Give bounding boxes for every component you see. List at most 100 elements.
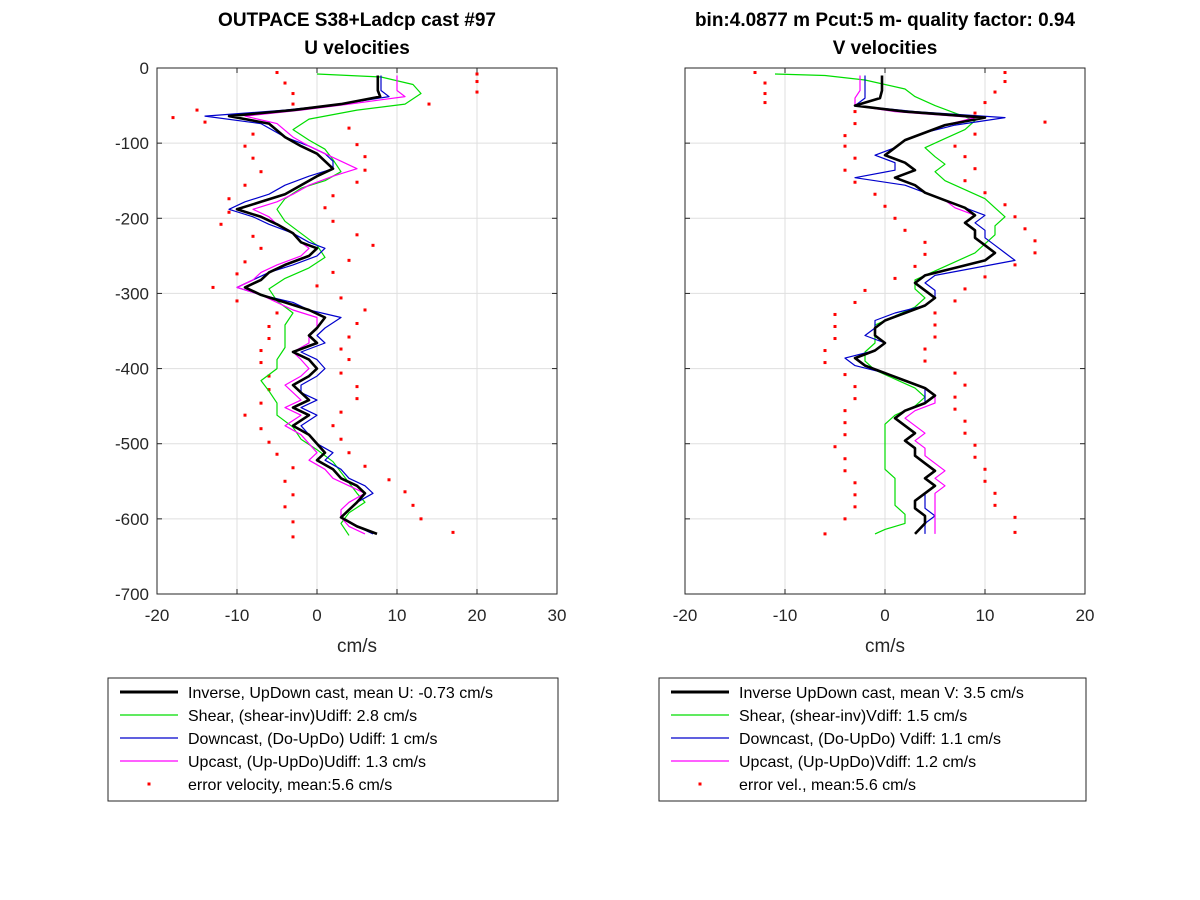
error-velocity-point [1013, 515, 1017, 519]
y-tick-label: -400 [115, 360, 149, 379]
error-velocity-point [843, 421, 847, 425]
error-velocity-point [833, 324, 837, 328]
error-velocity-point [963, 179, 967, 183]
axes-box [156, 67, 558, 595]
x-tick-label: 10 [976, 606, 995, 625]
legend-entry: Shear, (shear-inv)Udiff: 2.8 cm/s [188, 708, 417, 725]
error-velocity-point [347, 335, 351, 339]
error-velocity-point [291, 466, 295, 470]
error-velocity-point [993, 90, 997, 94]
x-tick-label: 0 [880, 606, 889, 625]
error-velocity-point [963, 431, 967, 435]
y-tick-label: -600 [115, 510, 149, 529]
x-tick-label: -10 [225, 606, 250, 625]
error-velocity-point [843, 517, 847, 521]
v-velocities-panel: bin:4.0877 m Pcut:5 m- quality factor: 0… [658, 10, 1095, 802]
error-velocity-point [411, 503, 415, 507]
error-velocity-point [355, 233, 359, 237]
error-velocity-point [291, 493, 295, 497]
y-tick-label: -300 [115, 284, 149, 303]
error-velocity-point [973, 443, 977, 447]
error-velocity-point [983, 275, 987, 279]
error-velocity-point [259, 401, 263, 405]
error-velocity-point [933, 323, 937, 327]
error-velocity-point [235, 272, 239, 276]
error-velocity-point [267, 374, 271, 378]
legend-entry: Inverse UpDown cast, mean V: 3.5 cm/s [739, 685, 1024, 702]
error-velocity-point [283, 505, 287, 509]
inverse-line [227, 75, 382, 536]
error-velocity-point [1013, 263, 1017, 267]
error-velocity-point [853, 110, 857, 114]
error-velocity-point [331, 270, 335, 274]
error-velocity-point [853, 180, 857, 184]
error-velocity-point [853, 156, 857, 160]
x-tick-label: 20 [1076, 606, 1095, 625]
error-velocity-point [1033, 239, 1037, 243]
error-velocity-point [355, 321, 359, 325]
error-velocity-point [983, 467, 987, 471]
error-velocity-point [923, 359, 927, 363]
error-velocity-point [339, 437, 343, 441]
error-velocity-point [347, 126, 351, 130]
error-velocity-point [973, 111, 977, 115]
error-velocity-point [823, 532, 827, 536]
error-velocity-point [195, 108, 199, 112]
error-velocity-point [355, 385, 359, 389]
error-velocity-point [843, 433, 847, 437]
error-velocity-point [923, 252, 927, 256]
legend-entry: Shear, (shear-inv)Vdiff: 1.5 cm/s [739, 708, 967, 725]
error-velocity-point [923, 240, 927, 244]
error-velocity-point [211, 285, 215, 289]
error-velocity-point [259, 361, 263, 365]
tick-labels: -20 -10 0 10 20 [673, 606, 1095, 625]
series-layer [171, 71, 479, 539]
error-velocity-point [339, 371, 343, 375]
error-velocity-point [893, 216, 897, 220]
error-velocity-point [953, 371, 957, 375]
error-velocity-point [823, 361, 827, 365]
error-velocity-point [347, 258, 351, 262]
error-velocity-point [251, 234, 255, 238]
error-velocity-point [283, 479, 287, 483]
error-velocity-point [251, 156, 255, 160]
legend-entry: Downcast, (Do-UpDo) Vdiff: 1.1 cm/s [739, 731, 1001, 748]
error-velocity-point [843, 457, 847, 461]
error-velocity-point [843, 134, 847, 138]
error-velocity-point [1023, 227, 1027, 231]
error-velocity-point [763, 81, 767, 85]
error-velocity-point [843, 469, 847, 473]
error-velocity-points [171, 71, 479, 539]
error-velocity-point [763, 92, 767, 96]
error-velocity-point [823, 349, 827, 353]
error-velocity-point [1003, 80, 1007, 84]
error-velocity-point [403, 490, 407, 494]
error-velocity-point [1043, 120, 1047, 124]
error-velocity-point [339, 296, 343, 300]
error-velocity-point [843, 409, 847, 413]
error-velocity-point [973, 167, 977, 171]
error-velocity-point [853, 505, 857, 509]
error-velocity-point [923, 347, 927, 351]
error-velocity-points [753, 71, 1047, 536]
error-velocity-point [1033, 251, 1037, 255]
error-velocity-point [243, 260, 247, 264]
error-velocity-point [843, 168, 847, 172]
error-velocity-point [347, 358, 351, 362]
y-tick-label: -100 [115, 134, 149, 153]
error-velocity-point [1013, 530, 1017, 534]
error-velocity-point [883, 204, 887, 208]
error-velocity-point [267, 324, 271, 328]
error-velocity-point [259, 246, 263, 250]
error-velocity-point [259, 170, 263, 174]
series-layer [753, 71, 1047, 536]
error-velocity-point [275, 311, 279, 315]
error-velocity-point [853, 481, 857, 485]
error-velocity-point [331, 424, 335, 428]
downcast-line [204, 75, 390, 535]
error-velocity-point [933, 311, 937, 315]
error-velocity-point [363, 155, 367, 159]
error-velocity-point [235, 299, 239, 303]
error-velocity-point [291, 520, 295, 524]
legend-entry: Inverse, UpDown cast, mean U: -0.73 cm/s [188, 685, 493, 702]
